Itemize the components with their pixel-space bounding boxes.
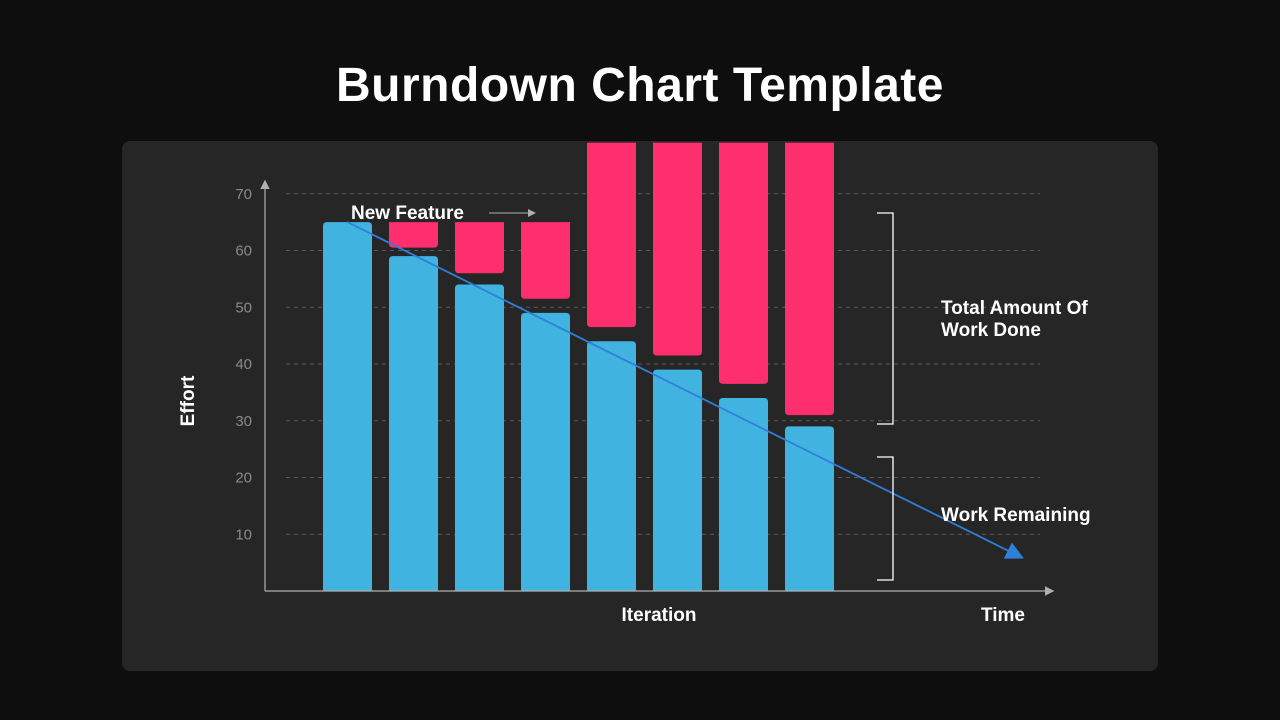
work-remaining-bar <box>455 284 504 591</box>
chart-panel <box>122 141 1158 671</box>
new-feature-bar <box>455 222 504 274</box>
new-feature-bar <box>719 142 768 384</box>
y-axis-label: Effort <box>178 375 199 426</box>
new-feature-bar <box>389 222 438 248</box>
y-tick-label: 60 <box>235 243 252 260</box>
work-remaining-bar <box>587 341 636 591</box>
total-work-done-bracket <box>877 212 894 425</box>
work-remaining-bar <box>323 222 372 591</box>
work-remaining-bar <box>719 398 768 591</box>
y-tick-label: 40 <box>235 356 252 373</box>
y-tick-label: 20 <box>235 470 252 487</box>
y-tick-label: 30 <box>235 413 252 430</box>
work-remaining-bar <box>521 312 570 591</box>
work-remaining-bar <box>653 369 702 591</box>
total-work-done-label-line1: Total Amount Of <box>941 298 1088 319</box>
work-remaining-label: Work Remaining <box>941 505 1091 526</box>
x-axis-label: Iteration <box>622 605 697 626</box>
new-feature-bar <box>653 142 702 356</box>
new-feature-bar <box>521 222 570 299</box>
new-feature-bar <box>587 142 636 328</box>
total-work-done-label-line2: Work Done <box>941 320 1041 341</box>
x-axis-end-label: Time <box>981 605 1025 626</box>
page-title: Burndown Chart Template <box>336 59 944 112</box>
trend-line <box>347 221 1024 559</box>
y-tick-label: 70 <box>235 186 252 203</box>
new-feature-bar <box>785 142 834 416</box>
y-tick-label: 50 <box>235 299 252 316</box>
y-tick-label: 10 <box>235 526 252 543</box>
work-remaining-bar <box>785 426 834 591</box>
work-remaining-bracket <box>877 456 894 581</box>
work-remaining-bar <box>389 256 438 591</box>
new-feature-label: New Feature <box>351 203 464 224</box>
